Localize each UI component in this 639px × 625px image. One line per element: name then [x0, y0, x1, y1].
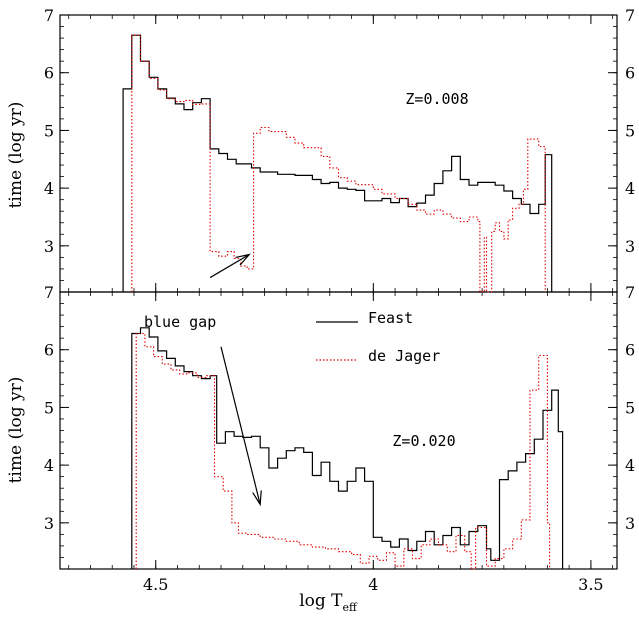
series-feast-bottom [131, 327, 564, 569]
y-tick-label-left-bottom: 5 [44, 398, 54, 417]
series-de-jager-bottom [135, 332, 551, 570]
arrow-head-top [235, 253, 251, 266]
legend-label-feast: Feast [368, 309, 413, 327]
y-tick-label-right-top: 5 [625, 121, 635, 140]
y-axis-label-top: time (log yr) [6, 102, 26, 209]
x-tick-label: 4 [368, 575, 378, 594]
y-tick-label-left-bottom: 4 [44, 456, 54, 475]
y-tick-label-left-top: 3 [44, 237, 54, 256]
y-tick-label-right-bottom: 7 [625, 283, 635, 302]
x-tick-label: 3.5 [578, 575, 603, 594]
series-de-jager-top [131, 34, 546, 293]
series-layer [122, 34, 564, 570]
annotation-layer [209, 253, 262, 507]
y-tick-label-right-top: 7 [625, 6, 635, 25]
arrow-shaft-top [209, 253, 250, 279]
y-tick-label-left-top: 7 [44, 6, 54, 25]
y-tick-label-left-top: 5 [44, 121, 54, 140]
x-axis-label: log Teff [299, 591, 358, 614]
y-tick-label-left-top: 4 [44, 179, 54, 198]
y-tick-label-left-bottom: 7 [44, 283, 54, 302]
x-axis-label-main: log T [299, 591, 343, 611]
y-axis-label-bottom: time (log yr) [6, 377, 26, 484]
y-tick-label-left-top: 6 [44, 64, 54, 83]
y-tick-label-right-bottom: 4 [625, 456, 635, 475]
arrow-shaft-bottom [220, 346, 261, 505]
y-tick-label-right-bottom: 6 [625, 341, 635, 360]
panel-top-annotation: Z=0.008 [405, 90, 468, 108]
y-tick-label-right-top: 6 [625, 64, 635, 83]
legend-label-dejager: de Jager [368, 347, 440, 365]
arrow-head-bottom [252, 490, 262, 507]
x-tick-label: 4.5 [143, 575, 168, 594]
y-tick-label-right-bottom: 5 [625, 398, 635, 417]
blue-gap-label: blue gap [144, 313, 216, 331]
y-tick-label-left-bottom: 3 [44, 514, 54, 533]
y-tick-label-right-top: 4 [625, 179, 635, 198]
y-tick-label-left-bottom: 6 [44, 341, 54, 360]
axis-ticks: 3 3 4 4 5 5 6 6 7 7 3 3 4 4 5 5 6 6 7 7 4.5 4 3.5 [44, 6, 635, 594]
plot-frame-top [59, 14, 618, 293]
x-axis-label-subscript: eff [342, 601, 358, 614]
panel-bottom-annotation: Z=0.020 [392, 432, 455, 450]
series-feast-top [122, 34, 553, 292]
y-tick-label-right-top: 3 [625, 237, 635, 256]
legend: Feast de Jager [316, 309, 440, 365]
y-tick-label-right-bottom: 3 [625, 514, 635, 533]
